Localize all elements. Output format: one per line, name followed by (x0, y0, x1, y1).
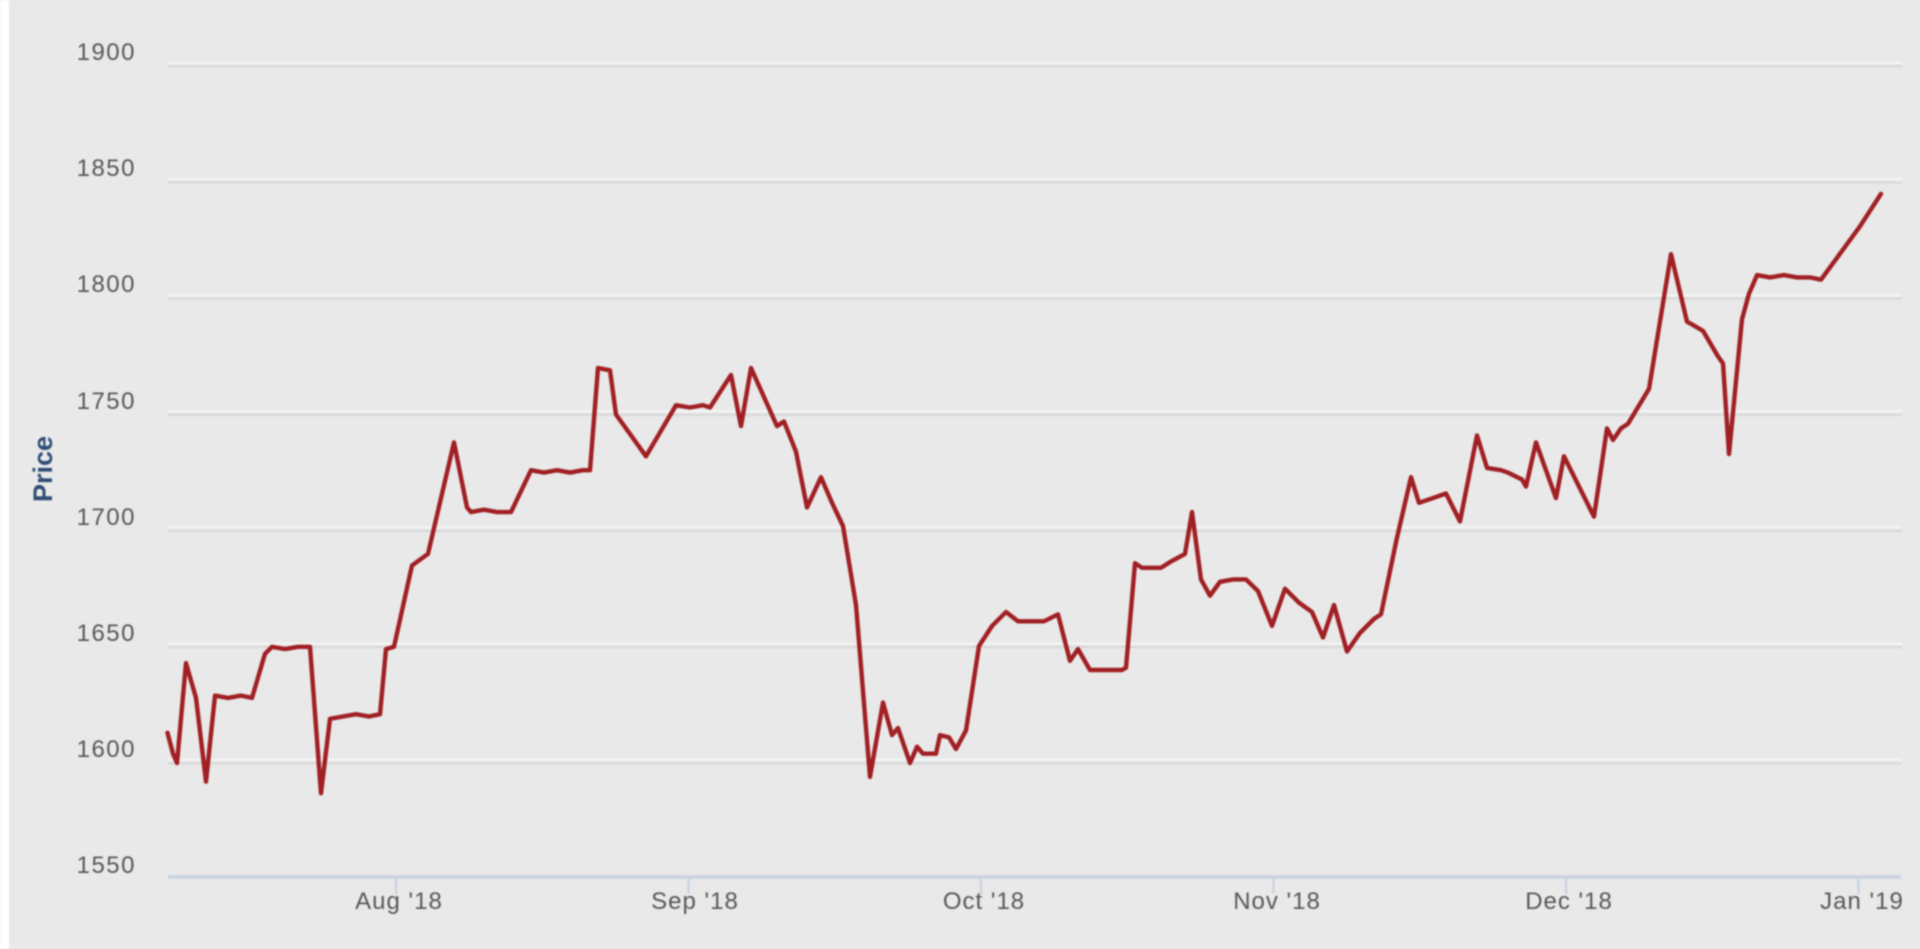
svg-text:Price: Price (28, 436, 58, 502)
